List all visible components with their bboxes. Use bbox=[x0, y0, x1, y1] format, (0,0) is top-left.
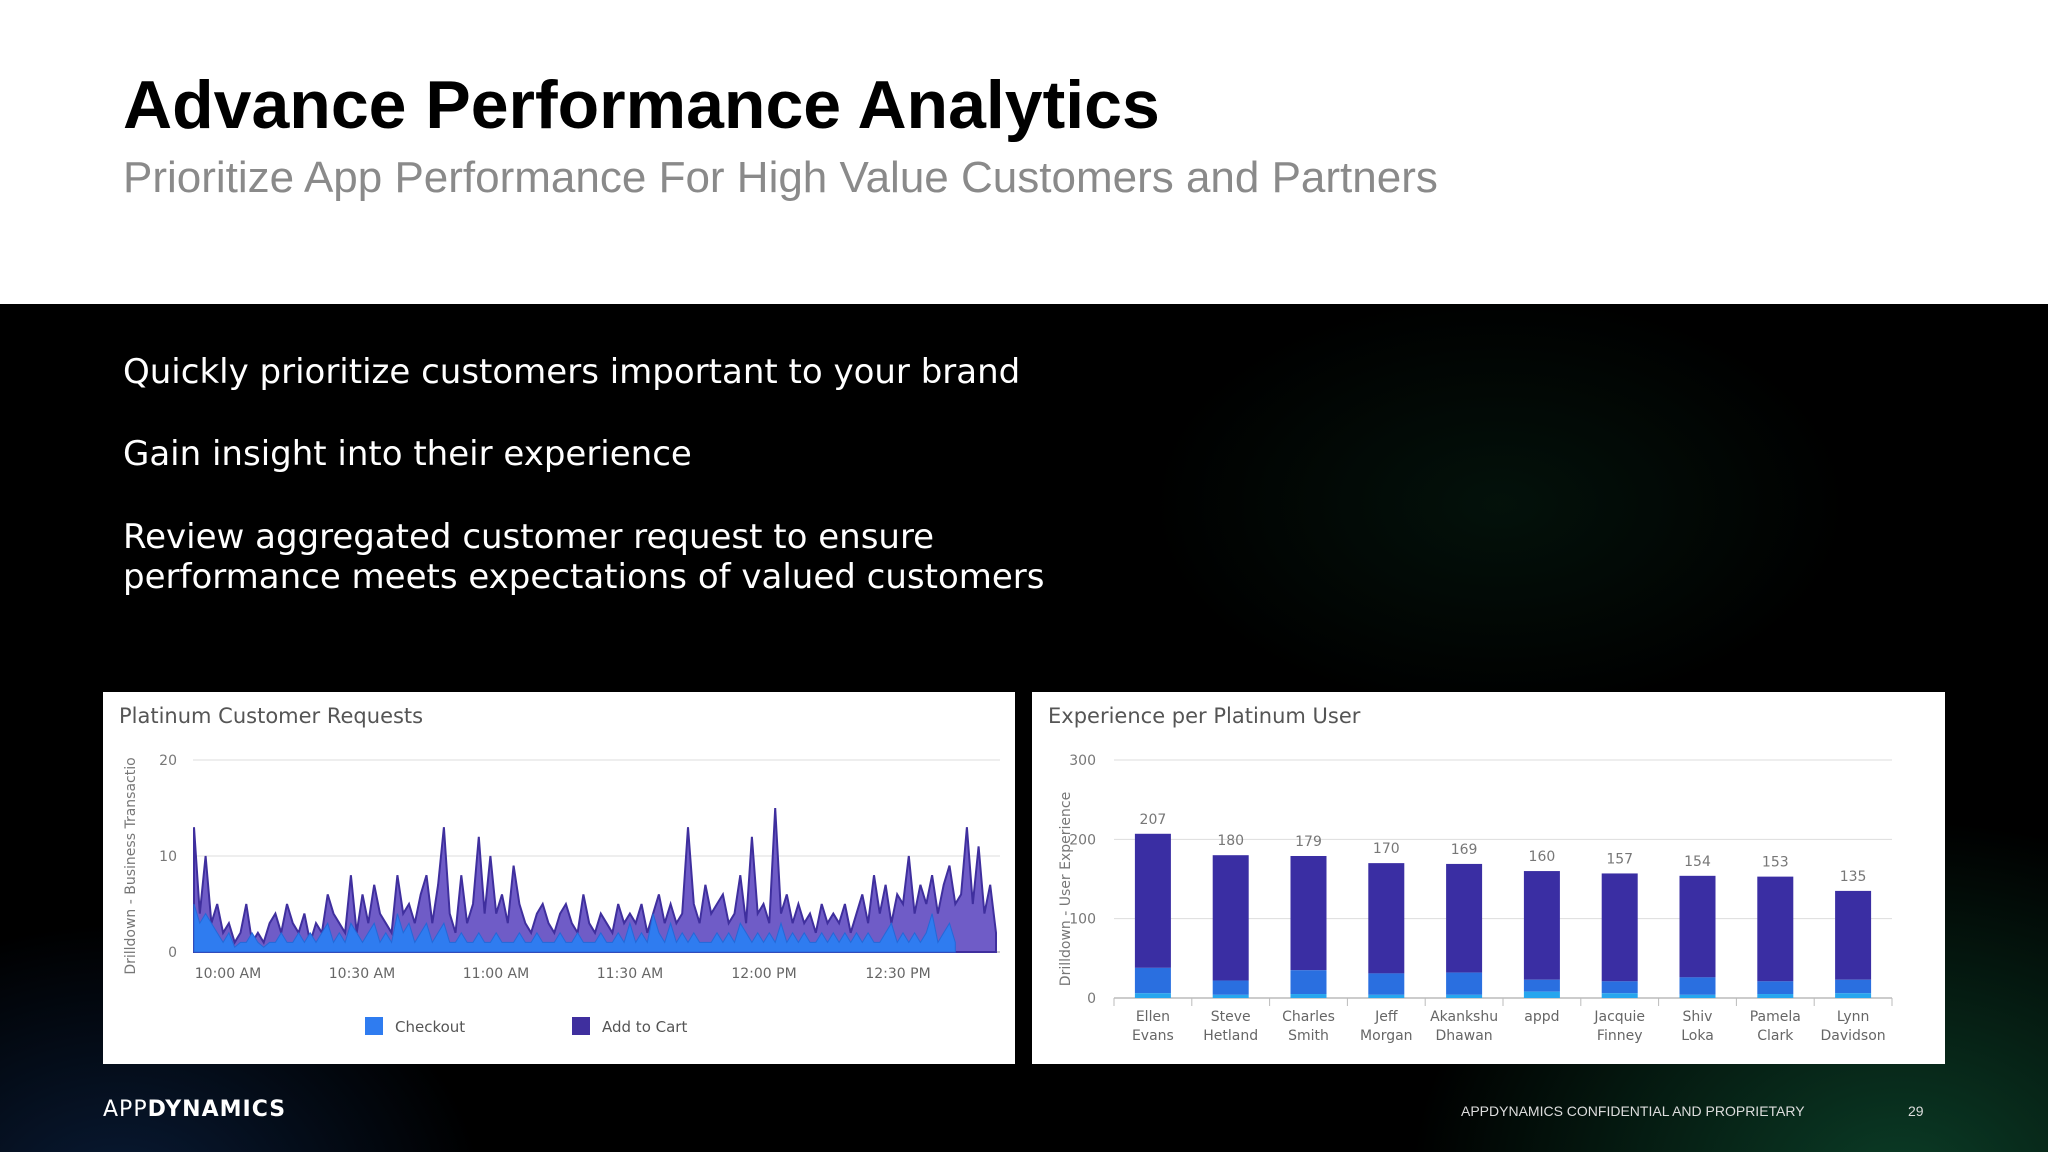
data-label: 153 bbox=[1762, 855, 1789, 871]
series-add-to-cart-area bbox=[193, 807, 997, 953]
x-tick-label: Davidson bbox=[1821, 1028, 1886, 1044]
x-tick-label: appd bbox=[1524, 1009, 1559, 1025]
legend-label-checkout: Checkout bbox=[395, 1018, 465, 1036]
bar-segment-dark bbox=[1835, 890, 1872, 980]
bar-segment-mid bbox=[1757, 981, 1794, 995]
bar-segment-dark bbox=[1212, 855, 1249, 981]
requests-area-chart: 0 10 20 Drilldown - Business Transactio 10:0… bbox=[123, 753, 1000, 1036]
chart-panel-requests: Platinum Customer Requests 0 10 20 Drilldow… bbox=[103, 692, 1015, 1064]
data-label: 169 bbox=[1451, 842, 1478, 858]
y-axis-label: Drilldown - User Experience bbox=[1058, 792, 1074, 986]
bar-segment-mid bbox=[1523, 979, 1560, 992]
bullet-prioritize: Quickly prioritize customers important t… bbox=[123, 352, 1021, 392]
bar-segment-mid bbox=[1835, 979, 1872, 994]
bar-segment-light bbox=[1757, 994, 1794, 998]
y-tick-label: 10 bbox=[159, 849, 177, 865]
x-tick-label: Evans bbox=[1132, 1028, 1174, 1044]
y-tick-label: 0 bbox=[168, 945, 177, 961]
bullet-insight: Gain insight into their experience bbox=[123, 434, 692, 474]
bar-segment-dark bbox=[1757, 876, 1794, 982]
bar-segment-mid bbox=[1212, 980, 1249, 995]
y-tick-label: 200 bbox=[1069, 832, 1096, 848]
chart-title-experience: Experience per Platinum User bbox=[1048, 704, 1361, 728]
bar-segment-mid bbox=[1446, 972, 1483, 995]
confidential-footer: APPDYNAMICS CONFIDENTIAL AND PROPRIETARY bbox=[1461, 1103, 1805, 1119]
data-label: 160 bbox=[1529, 849, 1556, 865]
bar-segment-light bbox=[1679, 994, 1716, 998]
data-label: 207 bbox=[1140, 812, 1167, 828]
x-tick-label: Akankshu bbox=[1430, 1009, 1498, 1025]
x-tick-label: Morgan bbox=[1360, 1028, 1413, 1044]
slide-header: Advance Performance Analytics Prioritize… bbox=[0, 0, 2048, 304]
logo-text-app: APP bbox=[103, 1097, 148, 1122]
legend-swatch-checkout bbox=[365, 1017, 383, 1035]
bar-segment-light bbox=[1601, 993, 1638, 998]
y-tick-label: 20 bbox=[159, 753, 177, 769]
series-checkout-area bbox=[193, 903, 956, 953]
bar-segment-light bbox=[1446, 994, 1483, 998]
y-tick-label: 300 bbox=[1069, 753, 1096, 769]
slide-subtitle: Prioritize App Performance For High Valu… bbox=[123, 153, 1438, 202]
x-tick-label: Steve bbox=[1211, 1009, 1251, 1025]
bar-segment-dark bbox=[1601, 873, 1638, 982]
bar-segment-mid bbox=[1601, 981, 1638, 994]
legend-label-add-to-cart: Add to Cart bbox=[602, 1018, 687, 1036]
y-tick-label: 100 bbox=[1069, 912, 1096, 928]
x-tick-label: 11:00 AM bbox=[463, 966, 529, 982]
x-tick-label: 11:30 AM bbox=[597, 966, 663, 982]
bar-segment-light bbox=[1523, 991, 1560, 998]
logo-text-dynamics: DYNAMICS bbox=[147, 1097, 287, 1122]
bar-segment-dark bbox=[1368, 863, 1405, 974]
bar-segment-dark bbox=[1446, 863, 1483, 973]
x-tick-label: 12:30 PM bbox=[865, 966, 930, 982]
experience-bar-chart: 0 100 200 300 Drilldown - User Experience 207… bbox=[1058, 753, 1893, 1044]
x-tick-label: Pamela bbox=[1750, 1009, 1801, 1025]
bar-segment-mid bbox=[1134, 967, 1171, 994]
data-label: 154 bbox=[1684, 854, 1711, 870]
bar-segment-mid bbox=[1679, 977, 1716, 995]
data-label: 180 bbox=[1217, 833, 1244, 849]
page-number: 29 bbox=[1908, 1103, 1924, 1119]
x-tick-label: Finney bbox=[1597, 1028, 1643, 1044]
bar-segment-light bbox=[1368, 994, 1405, 998]
data-label: 170 bbox=[1373, 841, 1400, 857]
x-tick-label: Loka bbox=[1681, 1028, 1714, 1044]
x-tick-label: Jacquie bbox=[1593, 1009, 1645, 1025]
x-tick-label: 10:30 AM bbox=[329, 966, 395, 982]
x-tick-label: 10:00 AM bbox=[195, 966, 261, 982]
x-tick-label: Dhawan bbox=[1436, 1028, 1493, 1044]
bar-segment-light bbox=[1835, 993, 1872, 998]
bullet-review-line2: performance meets expectations of valued… bbox=[123, 557, 1045, 597]
x-tick-label: Charles bbox=[1282, 1009, 1335, 1025]
data-label: 135 bbox=[1840, 869, 1867, 885]
bar-segment-light bbox=[1134, 993, 1171, 998]
x-tick-label: Jeff bbox=[1374, 1009, 1398, 1025]
appdynamics-logo: APPDYNAMICS bbox=[103, 1097, 286, 1122]
bar-segment-dark bbox=[1679, 875, 1716, 978]
data-label: 157 bbox=[1606, 851, 1633, 867]
chart-panel-experience: Experience per Platinum User 0 100 200 300 D… bbox=[1032, 692, 1945, 1064]
bar-segment-mid bbox=[1368, 973, 1405, 995]
y-axis-label: Drilldown - Business Transactio bbox=[123, 757, 139, 974]
bar-segment-dark bbox=[1290, 855, 1327, 971]
bar-segment-mid bbox=[1290, 970, 1327, 995]
bar-segment-dark bbox=[1523, 871, 1560, 980]
bullet-review-line1: Review aggregated customer request to en… bbox=[123, 517, 935, 557]
x-tick-label: Lynn bbox=[1837, 1009, 1870, 1025]
x-tick-label: Shiv bbox=[1683, 1009, 1713, 1025]
x-tick-label: Smith bbox=[1288, 1028, 1329, 1044]
legend-swatch-add-to-cart bbox=[572, 1017, 590, 1035]
x-tick-label: 12:00 PM bbox=[731, 966, 796, 982]
chart-title-requests: Platinum Customer Requests bbox=[119, 704, 424, 728]
slide-title: Advance Performance Analytics bbox=[123, 67, 1160, 143]
x-tick-label: Clark bbox=[1757, 1028, 1794, 1044]
bar-segment-light bbox=[1212, 994, 1249, 998]
data-label: 179 bbox=[1295, 834, 1322, 850]
bar-segment-dark bbox=[1134, 833, 1171, 968]
x-tick-label: Hetland bbox=[1203, 1028, 1258, 1044]
x-tick-label: Ellen bbox=[1136, 1009, 1170, 1025]
y-tick-label: 0 bbox=[1087, 991, 1096, 1007]
bar-segment-light bbox=[1290, 994, 1327, 998]
